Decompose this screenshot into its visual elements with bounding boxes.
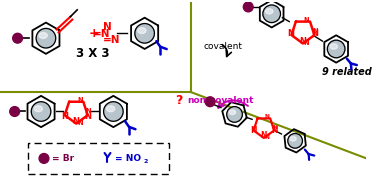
Text: covalent: covalent [203, 42, 242, 51]
Text: N: N [312, 28, 318, 34]
Text: N: N [77, 97, 83, 103]
Circle shape [243, 2, 253, 12]
Circle shape [13, 33, 22, 43]
Text: = NO: = NO [116, 154, 141, 163]
Ellipse shape [138, 28, 146, 33]
Ellipse shape [330, 44, 338, 49]
Text: 9 related: 9 related [322, 67, 372, 77]
Ellipse shape [31, 102, 51, 121]
Text: +: + [88, 27, 99, 40]
Text: N: N [272, 125, 277, 130]
Text: N: N [311, 29, 318, 38]
Text: N: N [304, 40, 309, 46]
Text: N: N [272, 126, 278, 135]
Ellipse shape [104, 102, 123, 121]
Text: =N: =N [103, 35, 120, 45]
Ellipse shape [106, 106, 115, 112]
Text: 2: 2 [144, 159, 148, 164]
Text: N: N [84, 112, 92, 121]
Ellipse shape [36, 28, 56, 48]
Ellipse shape [34, 106, 42, 112]
Text: N: N [61, 112, 68, 121]
Text: N: N [288, 29, 295, 38]
Text: N: N [304, 17, 309, 23]
Ellipse shape [263, 5, 280, 22]
Ellipse shape [290, 137, 296, 141]
Ellipse shape [39, 33, 47, 38]
Text: N: N [77, 120, 83, 126]
Ellipse shape [227, 107, 242, 122]
Text: non-covalent: non-covalent [188, 96, 254, 105]
Text: =N: =N [93, 29, 110, 39]
Text: 3 X 3: 3 X 3 [76, 47, 109, 60]
Text: = Br: = Br [52, 154, 74, 163]
Text: N: N [86, 109, 91, 114]
Text: N: N [73, 117, 80, 126]
Ellipse shape [266, 9, 273, 14]
Ellipse shape [327, 40, 345, 58]
Text: ?: ? [175, 94, 183, 107]
Ellipse shape [229, 110, 236, 115]
Text: N: N [261, 131, 267, 140]
Ellipse shape [135, 24, 154, 43]
Text: N: N [250, 126, 256, 135]
Ellipse shape [288, 134, 303, 148]
Circle shape [39, 154, 49, 163]
Text: N: N [265, 114, 270, 119]
Circle shape [205, 97, 215, 107]
Circle shape [10, 107, 20, 116]
Text: N: N [103, 22, 112, 32]
Text: N: N [300, 37, 306, 46]
Text: N: N [265, 135, 270, 140]
